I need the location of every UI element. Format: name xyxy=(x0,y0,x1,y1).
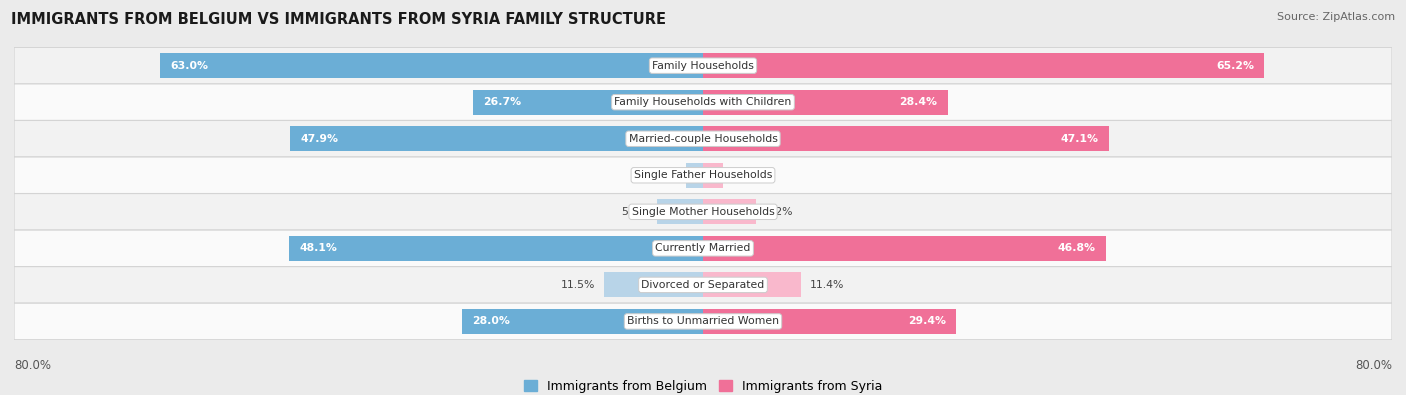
Text: Births to Unmarried Women: Births to Unmarried Women xyxy=(627,316,779,326)
FancyBboxPatch shape xyxy=(14,267,1392,303)
Text: 80.0%: 80.0% xyxy=(1355,359,1392,372)
Bar xyxy=(291,126,703,151)
Text: IMMIGRANTS FROM BELGIUM VS IMMIGRANTS FROM SYRIA FAMILY STRUCTURE: IMMIGRANTS FROM BELGIUM VS IMMIGRANTS FR… xyxy=(11,12,666,27)
Bar xyxy=(703,273,801,297)
Legend: Immigrants from Belgium, Immigrants from Syria: Immigrants from Belgium, Immigrants from… xyxy=(519,375,887,395)
Text: 2.0%: 2.0% xyxy=(650,170,678,180)
Text: Divorced or Separated: Divorced or Separated xyxy=(641,280,765,290)
Text: Single Mother Households: Single Mother Households xyxy=(631,207,775,217)
Text: Family Households with Children: Family Households with Children xyxy=(614,97,792,107)
Text: Family Households: Family Households xyxy=(652,61,754,71)
Text: Married-couple Households: Married-couple Households xyxy=(628,134,778,144)
Bar xyxy=(658,199,703,224)
Bar xyxy=(703,126,1108,151)
Bar xyxy=(703,163,723,188)
Text: 80.0%: 80.0% xyxy=(14,359,51,372)
FancyBboxPatch shape xyxy=(14,47,1392,84)
Bar xyxy=(703,53,1264,78)
Text: 47.9%: 47.9% xyxy=(301,134,339,144)
FancyBboxPatch shape xyxy=(14,120,1392,157)
Text: Single Father Households: Single Father Households xyxy=(634,170,772,180)
Text: 28.4%: 28.4% xyxy=(900,97,938,107)
Bar xyxy=(288,236,703,261)
Text: 47.1%: 47.1% xyxy=(1060,134,1098,144)
Bar xyxy=(160,53,703,78)
Bar xyxy=(703,236,1107,261)
FancyBboxPatch shape xyxy=(14,230,1392,267)
Text: 65.2%: 65.2% xyxy=(1216,61,1254,71)
FancyBboxPatch shape xyxy=(14,194,1392,230)
Bar xyxy=(605,273,703,297)
Bar xyxy=(686,163,703,188)
Text: 63.0%: 63.0% xyxy=(170,61,209,71)
Text: 48.1%: 48.1% xyxy=(299,243,337,253)
Text: 5.3%: 5.3% xyxy=(621,207,648,217)
Text: Source: ZipAtlas.com: Source: ZipAtlas.com xyxy=(1277,12,1395,22)
Text: 28.0%: 28.0% xyxy=(472,316,510,326)
Bar xyxy=(703,90,948,115)
Text: 2.3%: 2.3% xyxy=(731,170,759,180)
Text: 29.4%: 29.4% xyxy=(908,316,946,326)
Bar xyxy=(461,309,703,334)
Text: 6.2%: 6.2% xyxy=(765,207,793,217)
Text: 26.7%: 26.7% xyxy=(484,97,522,107)
Text: 11.4%: 11.4% xyxy=(810,280,844,290)
Text: Currently Married: Currently Married xyxy=(655,243,751,253)
FancyBboxPatch shape xyxy=(14,84,1392,120)
FancyBboxPatch shape xyxy=(14,303,1392,340)
FancyBboxPatch shape xyxy=(14,157,1392,194)
Bar xyxy=(703,309,956,334)
Text: 11.5%: 11.5% xyxy=(561,280,595,290)
Text: 46.8%: 46.8% xyxy=(1057,243,1095,253)
Bar xyxy=(703,199,756,224)
Bar xyxy=(472,90,703,115)
